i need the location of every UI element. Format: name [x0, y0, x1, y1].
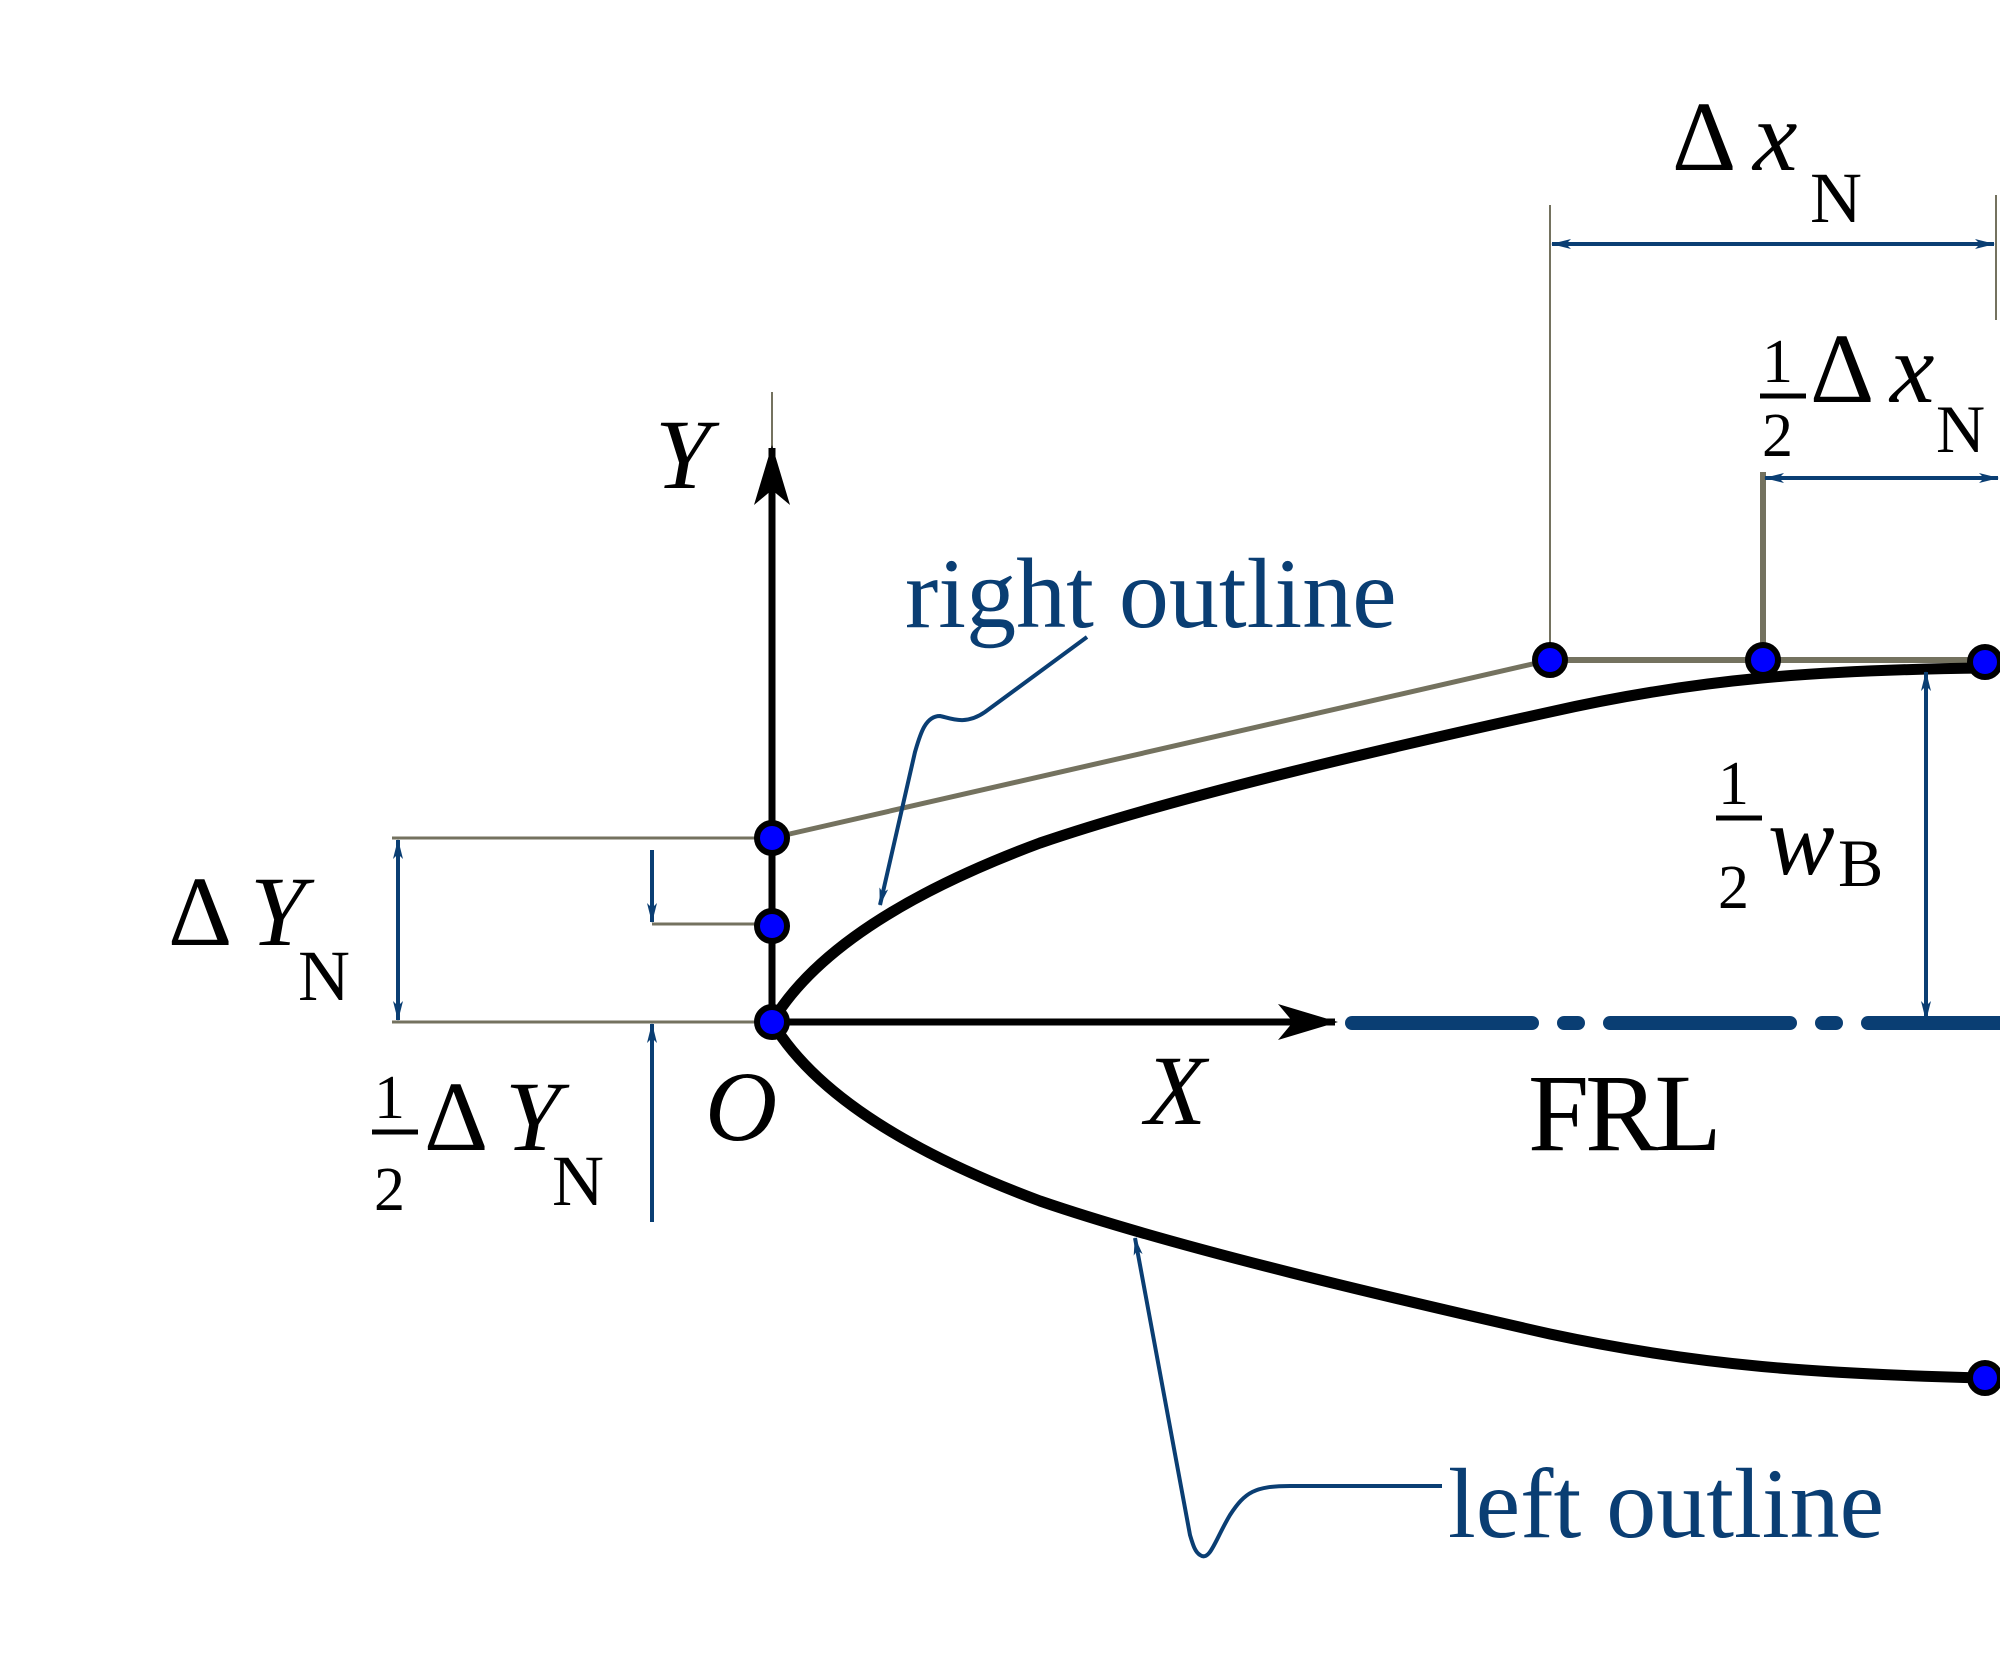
- left-outline-leader: [1133, 1237, 1442, 1559]
- left-outline-label: left outline: [1448, 1448, 1884, 1559]
- node-half-delta-yn: [754, 908, 790, 944]
- node-right-end: [1967, 644, 2000, 680]
- dimension-lines: [393, 239, 1999, 1559]
- node-half-delta-xn: [1745, 642, 1781, 678]
- half-delta-yn-den: 2: [374, 1156, 405, 1224]
- half-delta-yn-num: 1: [374, 1064, 405, 1132]
- half-wb-var: w: [1768, 785, 1835, 896]
- node-delta-yn: [754, 820, 790, 856]
- delta-xn-delta: Δ: [1672, 81, 1736, 192]
- half-delta-xn-label: 1 2 Δ x N: [1760, 313, 1985, 470]
- delta-yn-sub: N: [298, 936, 350, 1016]
- half-delta-xn-num: 1: [1762, 328, 1793, 396]
- origin-label: O: [705, 1051, 777, 1162]
- half-wb-den: 2: [1718, 854, 1749, 922]
- right-outline-curve: [766, 662, 1991, 1028]
- delta-yn-delta: Δ: [168, 856, 232, 967]
- half-delta-yn-var: Y: [505, 1061, 570, 1172]
- right-outline-leader: [878, 635, 1089, 906]
- node-construction-start: [1532, 642, 1568, 678]
- delta-xn-sub: N: [1810, 158, 1862, 238]
- half-delta-yn-delta: Δ: [424, 1061, 488, 1172]
- half-delta-xn-sub: N: [1936, 391, 1985, 467]
- half-delta-xn-var: x: [1888, 313, 1934, 424]
- nodes: [754, 642, 2000, 1396]
- half-wb-num: 1: [1718, 750, 1749, 818]
- left-outline-curve: [766, 1016, 1991, 1384]
- half-delta-xn-den: 2: [1762, 402, 1793, 470]
- node-origin: [754, 1004, 790, 1040]
- half-delta-yn-sub: N: [552, 1141, 604, 1221]
- node-left-end: [1967, 1360, 2000, 1396]
- x-axis-label: X: [1141, 1035, 1210, 1146]
- half-delta-yn-label: 1 2 Δ Y N: [372, 1061, 604, 1224]
- half-wb-sub: B: [1838, 825, 1883, 901]
- delta-yn-label: Δ Y N: [168, 856, 350, 1016]
- delta-xn-label: Δ x N: [1672, 81, 1862, 238]
- frl-label: FRL: [1528, 1052, 1718, 1174]
- half-wb-label: 1 2 w B: [1716, 750, 1883, 922]
- delta-yn-var: Y: [250, 856, 315, 967]
- delta-xn-var: x: [1751, 81, 1797, 192]
- half-delta-xn-delta: Δ: [1810, 313, 1874, 424]
- y-axis-label: Y: [655, 399, 720, 510]
- right-outline-label: right outline: [905, 538, 1397, 649]
